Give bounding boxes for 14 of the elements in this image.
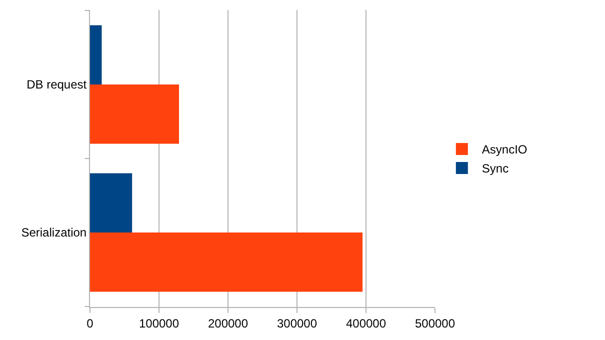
y-tick-label: Serialization xyxy=(21,226,87,240)
y-tick-label: DB request xyxy=(26,78,88,92)
legend-label: Sync xyxy=(482,162,509,176)
x-tick-label: 100000 xyxy=(138,316,180,330)
x-tick-label: 300000 xyxy=(276,316,318,330)
bar xyxy=(90,84,180,144)
x-tick-label: 500000 xyxy=(414,316,456,330)
bar xyxy=(90,232,363,292)
x-tick-label: 400000 xyxy=(346,316,386,330)
bar xyxy=(90,173,132,232)
x-tick-label: 0 xyxy=(86,316,94,330)
legend-label: AsyncIO xyxy=(482,142,528,157)
x-tick-label: 200000 xyxy=(208,316,248,330)
bar xyxy=(90,25,102,84)
